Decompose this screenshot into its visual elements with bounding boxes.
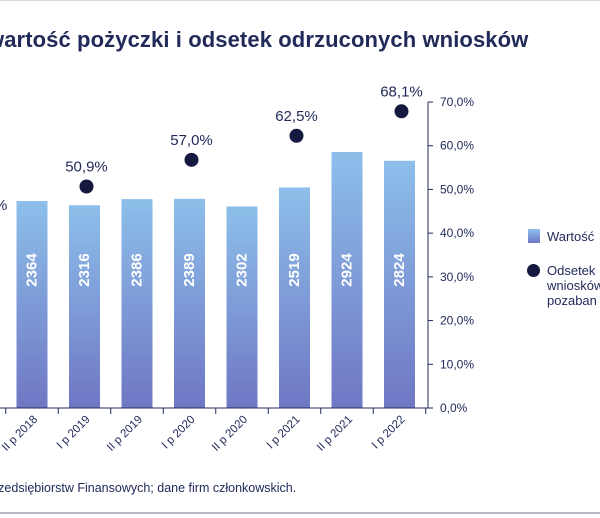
x-tick-label: II p 2021 [315, 414, 355, 454]
scatter-point-label: 68,1% [380, 83, 423, 100]
chart-title: wartość pożyczki i odsetek odrzuconych w… [0, 27, 529, 52]
y2-tick-label: 0,0% [440, 401, 468, 415]
bar-series: 2364 2316 2386 2389 2302 2519 2924 2824 [16, 152, 415, 408]
legend-dot-swatch [527, 264, 540, 277]
bar-3 [121, 199, 153, 408]
bar-4 [174, 198, 205, 408]
bar-value-label: 2519 [286, 253, 303, 286]
legend-dot-label-line1: Odsetek [547, 263, 596, 278]
bar-6 [279, 187, 310, 408]
x-tick-label: I p 2020 [160, 414, 198, 452]
x-tick-label: I p 2021 [265, 414, 303, 452]
y2-tick-label: 20,0% [440, 314, 474, 328]
scatter-point-label: 50,9% [65, 158, 108, 175]
bar-5 [226, 206, 258, 408]
x-tick-label: I p 2022 [370, 414, 408, 452]
scatter-point [394, 104, 409, 119]
x-tick-label: II p 2019 [105, 414, 145, 454]
bar-2 [69, 205, 100, 408]
top-divider [0, 0, 600, 1]
scatter-point [79, 179, 94, 194]
bar-1 [16, 201, 48, 408]
legend-dot-label-line3: pozaban [547, 293, 597, 308]
scatter-point-label: 62,5% [275, 108, 318, 125]
scatter-point [289, 128, 304, 143]
x-tick-label: II p 2018 [0, 414, 40, 454]
x-tick-label: I p 2019 [55, 414, 93, 452]
y2-tick-label: 70,0% [440, 95, 474, 109]
bar-value-label: 2389 [181, 253, 198, 286]
scatter-point [184, 152, 199, 167]
bottom-divider [0, 512, 600, 514]
y2-tick-label: 40,0% [440, 226, 474, 240]
bar-7 [331, 152, 363, 408]
bar-value-label: 2386 [129, 253, 146, 286]
y2-tick-label: 30,0% [440, 270, 474, 284]
bar-8 [384, 160, 415, 408]
bar-value-label: 2302 [234, 253, 251, 286]
x-tick-label: II p 2020 [210, 414, 250, 454]
scatter-point-label: 57,0% [170, 132, 213, 149]
legend-bar-swatch [528, 229, 540, 243]
y2-tick-label: 50,0% [440, 182, 474, 196]
y2-tick-label: 60,0% [440, 139, 474, 153]
legend-bar-label: Wartość [547, 229, 595, 244]
scatter-series: 50,9% 57,0% 62,5% 68,1%% [0, 83, 423, 214]
legend-dot-label-line2: wniosków [547, 278, 600, 293]
y2-tick-label: 10,0% [440, 357, 474, 371]
cropped-point-label: % [0, 197, 7, 214]
bar-value-label: 2924 [339, 253, 356, 287]
bar-value-label: 2364 [24, 253, 41, 287]
bar-value-label: 2316 [76, 253, 93, 286]
source-note: rzedsiębiorstw Finansowych; dane firm cz… [0, 481, 297, 495]
bar-value-label: 2824 [391, 253, 408, 287]
